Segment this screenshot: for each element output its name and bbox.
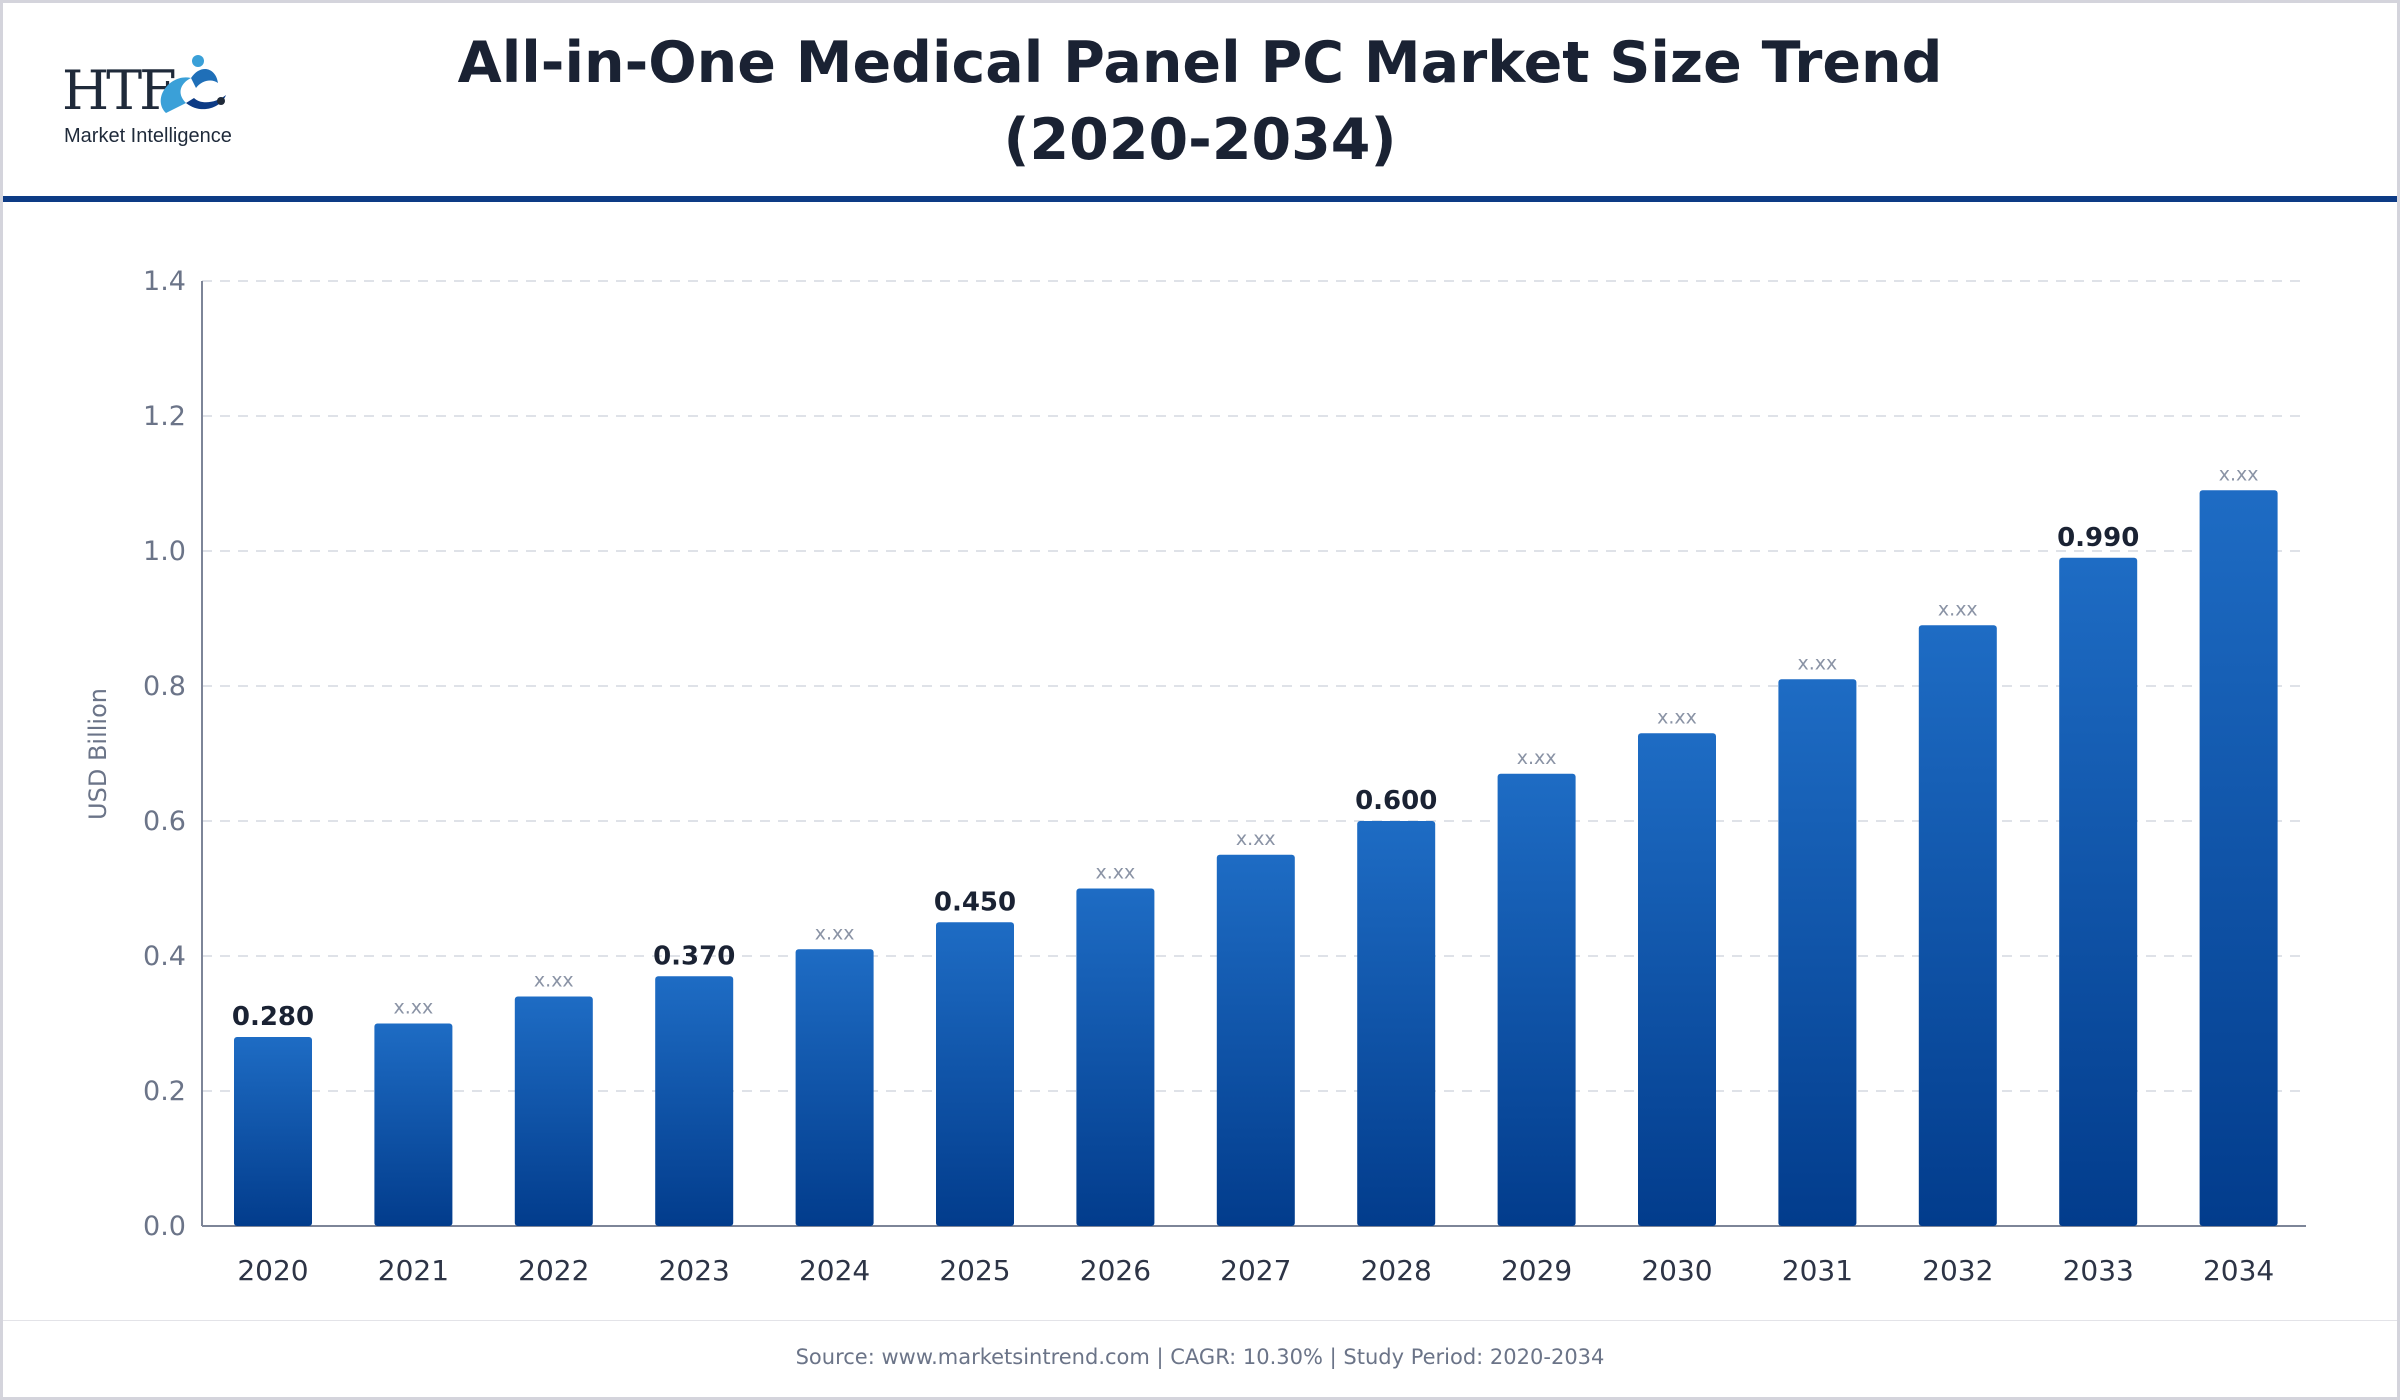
x-tick-label: 2033 <box>2063 1254 2134 1287</box>
y-tick-label: 1.2 <box>143 401 186 432</box>
bar-2034 <box>2199 490 2278 1226</box>
data-label: x.xx <box>1236 828 1276 850</box>
chart-title-line-1: All-in-One Medical Panel PC Market Size … <box>457 30 1943 96</box>
logo-swirl-icon <box>160 55 226 113</box>
data-label: x.xx <box>1798 652 1838 674</box>
data-label: x.xx <box>1657 706 1697 728</box>
x-tick-label: 2024 <box>799 1254 870 1287</box>
bar-2024 <box>795 949 874 1226</box>
bar-2028 <box>1357 821 1436 1226</box>
y-tick-label: 0.8 <box>143 671 186 702</box>
x-tick-label: 2029 <box>1501 1254 1572 1287</box>
bar-2020 <box>234 1037 312 1226</box>
data-label: x.xx <box>815 922 855 944</box>
x-tick-label: 2027 <box>1220 1254 1291 1287</box>
x-tick-label: 2022 <box>518 1254 589 1287</box>
data-label: 0.990 <box>2057 523 2139 553</box>
source-footer: Source: www.marketsintrend.com | CAGR: 1… <box>795 1345 1605 1369</box>
x-tick-label: 2023 <box>659 1254 730 1287</box>
data-label: 0.600 <box>1355 786 1437 816</box>
header-rule <box>3 196 2397 202</box>
bar-chart: 0.0 0.2 0.4 0.6 0.8 1.0 1.2 1.4 2020 0.280 2021 x.… <box>84 266 2306 1287</box>
x-tick-label: 2028 <box>1361 1254 1432 1287</box>
data-label: x.xx <box>394 997 434 1019</box>
y-tick-label: 1.0 <box>143 536 186 567</box>
bar-2023 <box>655 976 734 1226</box>
htf-logo: HTF Market Intelligence <box>58 53 238 153</box>
data-label: 0.370 <box>653 941 735 971</box>
bar-layer <box>234 490 2278 1226</box>
bar-2025 <box>936 922 1014 1226</box>
bar-2027 <box>1216 854 1295 1226</box>
x-tick-label: 2034 <box>2203 1254 2274 1287</box>
chart-title-line-2: (2020-2034) <box>1003 107 1397 173</box>
x-tick-label: 2031 <box>1782 1254 1853 1287</box>
x-tick-label: 2020 <box>237 1254 308 1287</box>
bar-2026 <box>1076 888 1155 1226</box>
label-layer: 2020 0.280 2021 x.xx 2022 x.xx 2023 0.370 2024 x.… <box>232 463 2274 1287</box>
x-tick-label: 2025 <box>939 1254 1010 1287</box>
y-tick-label: 0.2 <box>143 1076 186 1107</box>
data-label: x.xx <box>534 970 574 992</box>
bar-2022 <box>514 996 593 1226</box>
bar-2033 <box>2059 557 2138 1226</box>
data-label: x.xx <box>1938 598 1978 620</box>
x-tick-label: 2030 <box>1641 1254 1712 1287</box>
data-label: 0.450 <box>934 887 1016 917</box>
bar-2030 <box>1638 733 1716 1226</box>
data-label: x.xx <box>1096 862 1136 884</box>
data-label: 0.280 <box>232 1002 314 1032</box>
y-axis-title: USD Billion <box>84 688 112 820</box>
header: HTF Market Intelligence All-in-One Medic… <box>3 3 2397 199</box>
bar-2032 <box>1918 625 1997 1226</box>
data-label: x.xx <box>1517 747 1557 769</box>
x-tick-label: 2021 <box>378 1254 449 1287</box>
chart-title: All-in-One Medical Panel PC Market Size … <box>3 25 2397 179</box>
bar-2029 <box>1497 773 1576 1226</box>
y-tick-label: 0.4 <box>143 941 186 972</box>
y-tick-label: 1.4 <box>143 266 186 297</box>
footer-divider <box>3 1320 2397 1321</box>
y-tick-label: 0.6 <box>143 806 186 837</box>
x-tick-label: 2032 <box>1922 1254 1993 1287</box>
logo-subtitle: Market Intelligence <box>64 125 232 147</box>
logo-text: HTF <box>62 59 177 122</box>
bar-2021 <box>374 1023 453 1226</box>
data-label: x.xx <box>2219 463 2259 485</box>
bar-2031 <box>1778 679 1857 1226</box>
x-tick-label: 2026 <box>1080 1254 1151 1287</box>
y-tick-label: 0.0 <box>143 1211 186 1242</box>
